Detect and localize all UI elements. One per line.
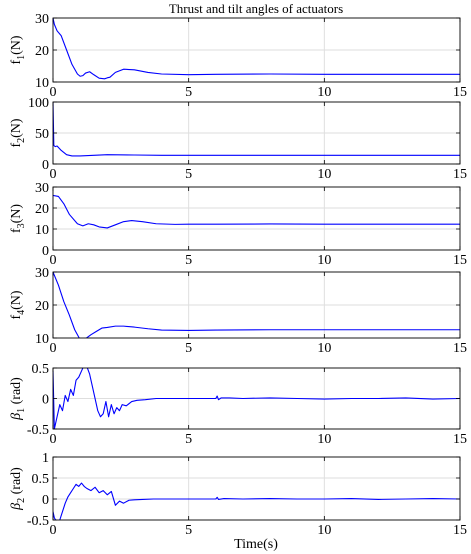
subplot-1: 0 5 10 15 10 20 30 f1(N)	[9, 12, 467, 100]
x-tick-label: 15	[453, 85, 467, 100]
y-axis-label: f1(N)	[9, 35, 27, 64]
x-tick-label: 15	[453, 167, 467, 182]
x-tick-label: 5	[185, 341, 192, 356]
y-tick-label: 30	[35, 266, 49, 281]
x-tick-label: 15	[453, 341, 467, 356]
y-tick-label: 0	[42, 244, 49, 259]
y-axis-label-subscript: 4	[16, 310, 27, 315]
y-axis-label-subscript: 3	[16, 223, 27, 228]
y-axis-label-unit: (rad)	[9, 377, 24, 408]
y-tick-label: 30	[35, 181, 49, 196]
x-tick-label: 15	[453, 432, 467, 447]
subplot-5: 0 5 10 15-0.500.5β1 (rad)	[9, 362, 467, 447]
x-tick-label: 15	[453, 523, 467, 538]
y-axis-label-subscript: 2	[16, 138, 27, 143]
y-tick-label: 0	[42, 493, 49, 508]
y-tick-label: 10	[35, 223, 49, 238]
x-tick-label: 5	[185, 167, 192, 182]
x-tick-label: 5	[185, 85, 192, 100]
y-axis-label-unit: (N)	[9, 35, 24, 55]
y-tick-label: 1	[42, 451, 49, 466]
x-tick-label: 0	[50, 253, 57, 268]
x-tick-label: 10	[317, 341, 331, 356]
axes-box	[52, 186, 461, 251]
y-axis-label: f3(N)	[9, 204, 27, 233]
y-axis-label-symbol: f	[9, 228, 24, 233]
y-tick-label: 50	[35, 127, 49, 142]
series-line-1	[53, 18, 460, 80]
y-tick-label: 10	[35, 332, 49, 347]
y-tick-label: 10	[35, 76, 49, 91]
x-tick-label: 10	[317, 85, 331, 100]
x-tick-label: 10	[317, 253, 331, 268]
x-tick-label: 5	[185, 523, 192, 538]
series-line-1	[53, 368, 460, 429]
x-tick-label: 0	[50, 432, 57, 447]
y-tick-label: 20	[35, 44, 49, 59]
y-tick-label: 20	[35, 202, 49, 217]
y-tick-label: 0	[42, 158, 49, 173]
y-tick-label: 0.5	[32, 472, 50, 487]
y-axis-label: f4(N)	[9, 290, 27, 319]
x-tick-label: 0	[50, 523, 57, 538]
x-tick-label: 10	[317, 523, 331, 538]
x-tick-label: 0	[50, 167, 57, 182]
y-axis-label-symbol: β	[9, 503, 24, 511]
series-line-1	[53, 194, 460, 229]
y-axis-label-symbol: f	[9, 315, 24, 320]
y-axis-label: β2 (rad)	[9, 467, 27, 511]
y-tick-label: 0.5	[32, 362, 50, 377]
x-tick-label: 0	[50, 85, 57, 100]
x-tick-label: 10	[317, 167, 331, 182]
y-tick-label: 30	[35, 12, 49, 27]
y-axis-label-symbol: f	[9, 60, 24, 65]
x-tick-label: 5	[185, 253, 192, 268]
x-tick-label: 5	[185, 432, 192, 447]
series-line-1	[53, 272, 460, 338]
y-axis-label-subscript: 1	[16, 55, 27, 60]
y-axis-label-symbol: f	[9, 143, 24, 148]
y-axis-label-unit: (N)	[9, 204, 24, 224]
series-line-1	[53, 482, 460, 520]
y-tick-label: 0	[42, 393, 49, 408]
subplot-4: 0 5 10 15 10 20 30 f4(N)	[9, 266, 467, 356]
y-axis-label-subscript: 1	[16, 408, 27, 413]
y-tick-label: -0.5	[27, 423, 49, 438]
series-line-1	[53, 102, 460, 157]
y-axis-label: β1 (rad)	[9, 377, 27, 421]
x-axis-label: Time(s)	[234, 537, 278, 552]
y-tick-label: -0.5	[27, 514, 49, 529]
y-tick-label: 20	[35, 299, 49, 314]
y-axis-label-unit: (N)	[9, 118, 24, 138]
y-axis-label-symbol: β	[9, 413, 24, 421]
y-axis-label: f2(N)	[9, 118, 27, 147]
y-axis-label-subscript: 2	[16, 498, 27, 503]
axes-box	[52, 456, 461, 521]
figure-title: Thrust and tilt angles of actuators	[169, 1, 343, 16]
y-axis-label-unit: (rad)	[9, 467, 24, 498]
y-axis-label-unit: (N)	[9, 290, 24, 310]
x-tick-label: 0	[50, 341, 57, 356]
x-tick-label: 15	[453, 253, 467, 268]
y-tick-label: 100	[28, 96, 49, 111]
x-tick-label: 10	[317, 432, 331, 447]
